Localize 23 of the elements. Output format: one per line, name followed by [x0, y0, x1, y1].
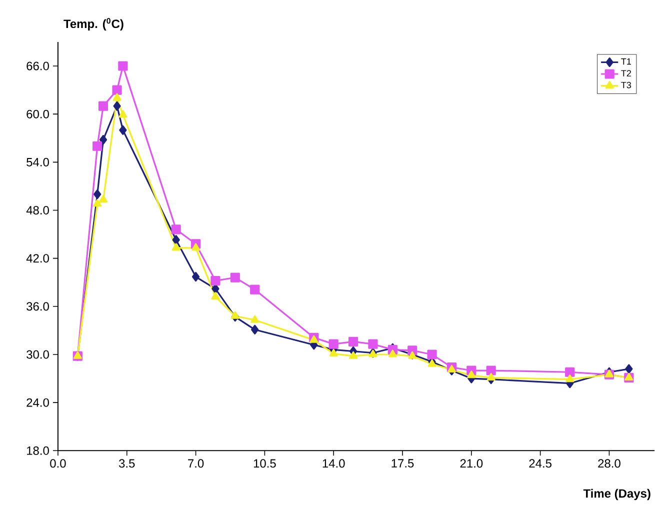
x-tick-label: 28.0	[598, 459, 620, 468]
x-tick-label: 24.5	[529, 459, 552, 468]
y-tick-label: 24.0	[26, 398, 49, 407]
y-tick-label: 30.0	[26, 350, 49, 359]
legend-label: T1	[621, 58, 631, 65]
y-tick-label: 48.0	[26, 206, 49, 215]
y-axis-title: Temp. ($^{0}$C)	[64, 18, 124, 31]
x-tick-label: 10.5	[254, 459, 276, 468]
x-axis-title: Time (Days)	[583, 489, 650, 500]
x-tick-label: 0.0	[50, 459, 66, 468]
legend-label: T3	[621, 82, 632, 88]
y-tick-label: 54.0	[26, 158, 49, 167]
y-tick-label: 36.0	[26, 302, 49, 311]
x-tick-label: 7.0	[188, 459, 204, 468]
y-tick-label: 66.0	[26, 62, 49, 70]
x-tick-label: 21.0	[460, 459, 483, 468]
y-tick-label: 42.0	[26, 254, 49, 263]
x-tick-label: 14.0	[322, 459, 345, 468]
y-tick-label: 18.0	[27, 446, 49, 456]
x-tick-label: 3.5	[118, 459, 135, 468]
legend-label: T2	[621, 70, 631, 77]
x-tick-label: 17.5	[392, 459, 414, 468]
y-tick-label: 60.0	[26, 110, 49, 119]
